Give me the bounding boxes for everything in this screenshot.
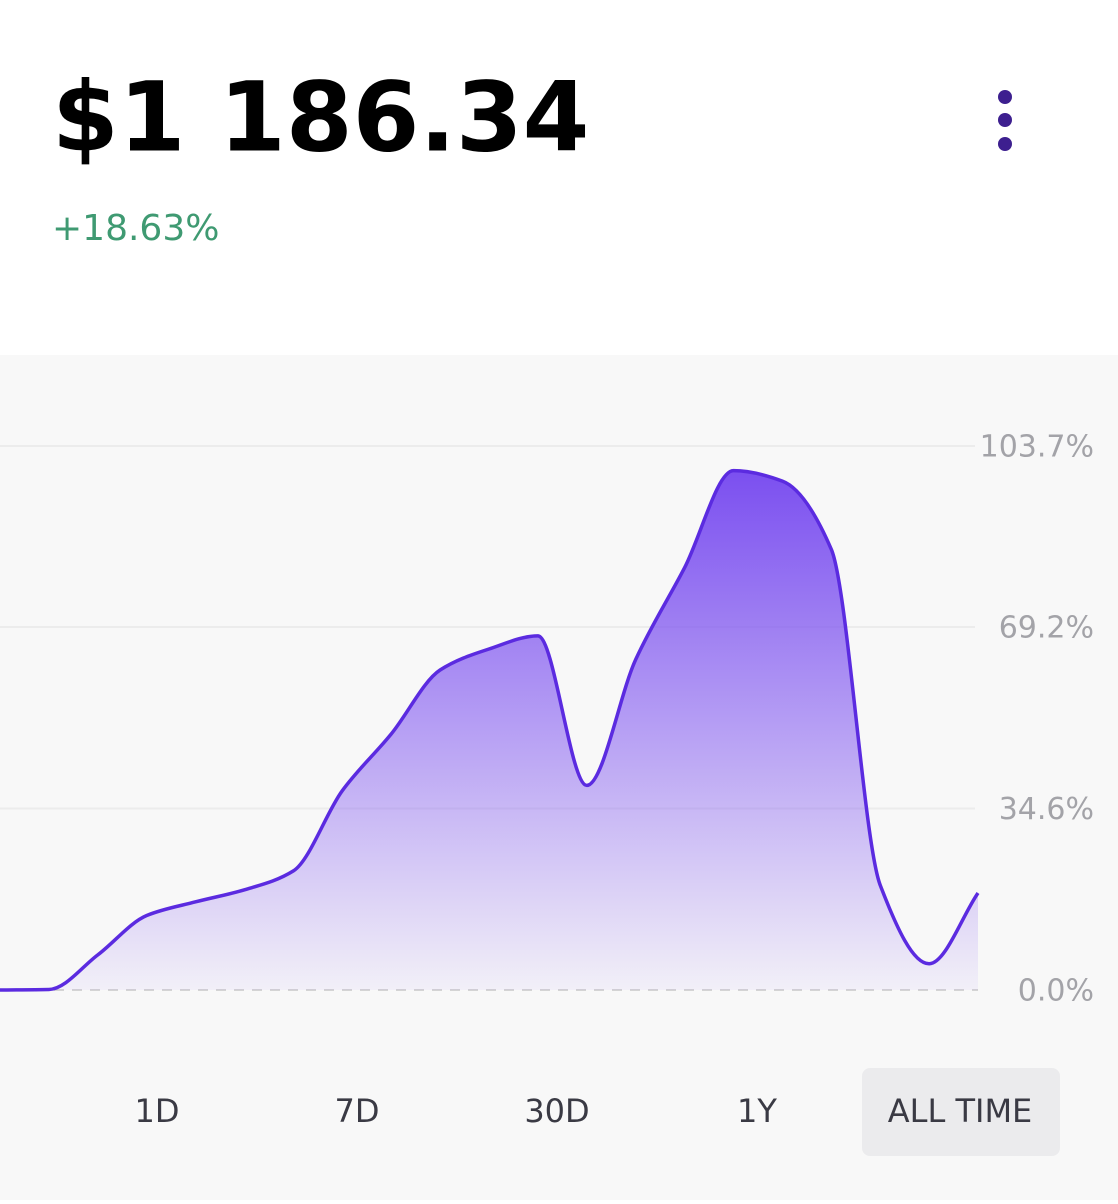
range-button-label: 1D — [135, 1092, 180, 1130]
menu-dot — [998, 113, 1012, 127]
menu-button[interactable] — [998, 90, 1012, 151]
range-buttons: 1D 7D 30D 1Y ALL TIME — [135, 1068, 1060, 1156]
menu-dot — [998, 137, 1012, 151]
line — [0, 468, 980, 992]
y-tick-label: 103.7% — [980, 430, 1094, 465]
range-button[interactable]: 30D — [524, 1092, 589, 1130]
change: +18.63% — [52, 208, 219, 249]
y-tick-label: 34.6% — [999, 792, 1094, 827]
selected-background — [862, 1068, 1060, 1156]
range-button[interactable]: ALL TIME — [862, 1068, 1060, 1156]
range-button[interactable]: 1D — [135, 1092, 180, 1130]
balance: $1 186.34 — [52, 61, 589, 173]
range-button-label: 30D — [524, 1092, 589, 1130]
plot: 0.0% 34.6% 69.2% 103.7% — [0, 430, 1094, 1009]
range-button-label: 7D — [335, 1092, 380, 1130]
range-button[interactable]: 1Y — [737, 1092, 777, 1130]
range-button-label: ALL TIME — [888, 1092, 1033, 1130]
menu-dot — [998, 90, 1012, 104]
area — [0, 470, 978, 990]
range-button[interactable]: 7D — [335, 1092, 380, 1130]
range-button-label: 1Y — [737, 1092, 777, 1130]
y-tick-label: 69.2% — [999, 610, 1094, 645]
y-tick-label: 0.0% — [1018, 974, 1094, 1009]
